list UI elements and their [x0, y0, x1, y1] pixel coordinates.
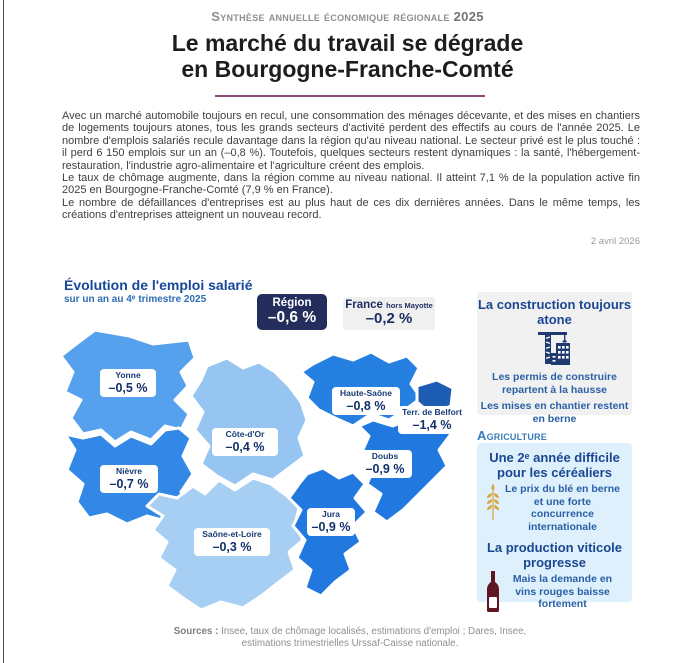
- region-badge-label: Région: [272, 297, 312, 309]
- department-label-yonne: Yonne –0,5 %: [100, 369, 156, 397]
- agriculture-section-label: Agriculture: [477, 428, 547, 443]
- departments-map: Yonne –0,5 % Nièvre –0,7 % Côte-d'Or –0,…: [55, 322, 466, 620]
- cereal-title: Une 2ᵉ année difficile pour les céréalie…: [489, 450, 620, 480]
- intro-paragraph-1: Avec un marché automobile toujours en re…: [62, 110, 640, 172]
- kicker-text: Synthèse annuelle économique régionale: [211, 9, 450, 24]
- department-label-doubs: Doubs –0,9 %: [358, 450, 412, 478]
- map-title: Évolution de l'emploi salarié: [64, 277, 253, 293]
- sources-label: Sources :: [173, 626, 219, 637]
- wine-title: La production viticole progresse: [486, 540, 623, 570]
- map-subtitle: sur un an au 4ᵉ trimestre 2025: [64, 294, 207, 305]
- title-underline: [215, 95, 485, 97]
- department-shape-cote-dor: [189, 356, 309, 488]
- construction-item-chantier: Les mises en chantier restent en berne: [480, 400, 629, 425]
- publication-date: 2 avril 2026: [590, 236, 640, 247]
- publication-kicker: Synthèse annuelle économique régionale 20…: [0, 9, 695, 24]
- page-title: Le marché du travail se dégrade en Bourg…: [0, 30, 695, 82]
- page-edge-line: [3, 0, 4, 663]
- intro-paragraph-2: Le taux de chômage augmente, dans la rég…: [62, 172, 640, 197]
- department-label-cote-dor: Côte-d'Or –0,4 %: [212, 428, 278, 456]
- wheat-icon: [484, 483, 502, 526]
- france-value-badge: France hors Mayotte –0,2 %: [343, 297, 435, 330]
- department-label-saone-et-loire: Saône-et-Loire –0,3 %: [194, 528, 270, 556]
- kicker-year: 2025: [453, 9, 484, 24]
- construction-panel-title: La construction toujours atone: [477, 297, 632, 327]
- construction-item-permits: Les permis de construire repartent à la …: [492, 371, 617, 396]
- wine-row: Mais la demande en vins rouges baisse fo…: [477, 571, 632, 612]
- region-badge-value: –0,6 %: [267, 309, 317, 326]
- department-label-jura: Jura –0,9 %: [307, 508, 355, 536]
- page-title-line1: Le marché du travail se dégrade: [171, 30, 524, 56]
- france-badge-label: France hors Mayotte: [345, 299, 433, 311]
- intro-text: Avec un marché automobile toujours en re…: [62, 110, 640, 222]
- construction-crane-icon: [477, 329, 632, 367]
- department-label-haute-saone: Haute-Saône –0,8 %: [332, 387, 400, 415]
- intro-paragraph-3: Le nombre de défaillances d'entreprises …: [62, 196, 640, 222]
- wine-bottle-icon: [485, 571, 501, 618]
- cereal-text: Le prix du blé en berne et une forte con…: [505, 483, 620, 533]
- department-label-nievre: Nièvre –0,7 %: [100, 465, 158, 493]
- cereal-row: Le prix du blé en berne et une forte con…: [477, 483, 632, 533]
- france-badge-sublabel: hors Mayotte: [386, 301, 433, 310]
- construction-panel: La construction toujours atone: [477, 292, 632, 425]
- sources-note: Sources : Insee, taux de chômage localis…: [150, 626, 550, 649]
- agriculture-panel: Une 2ᵉ année difficile pour les céréalie…: [477, 443, 632, 612]
- page-title-line2: en Bourgogne-Franche-Comté: [181, 56, 514, 82]
- department-label-terr-de-belfort: Terr. de Belfort –1,4 %: [398, 406, 466, 434]
- france-badge-value: –0,2 %: [365, 310, 413, 327]
- sources-text: Insee, taux de chômage localisés, estima…: [221, 626, 527, 649]
- region-value-badge: Région –0,6 %: [257, 294, 327, 330]
- wine-text: Mais la demande en vins rouges baisse fo…: [512, 573, 613, 610]
